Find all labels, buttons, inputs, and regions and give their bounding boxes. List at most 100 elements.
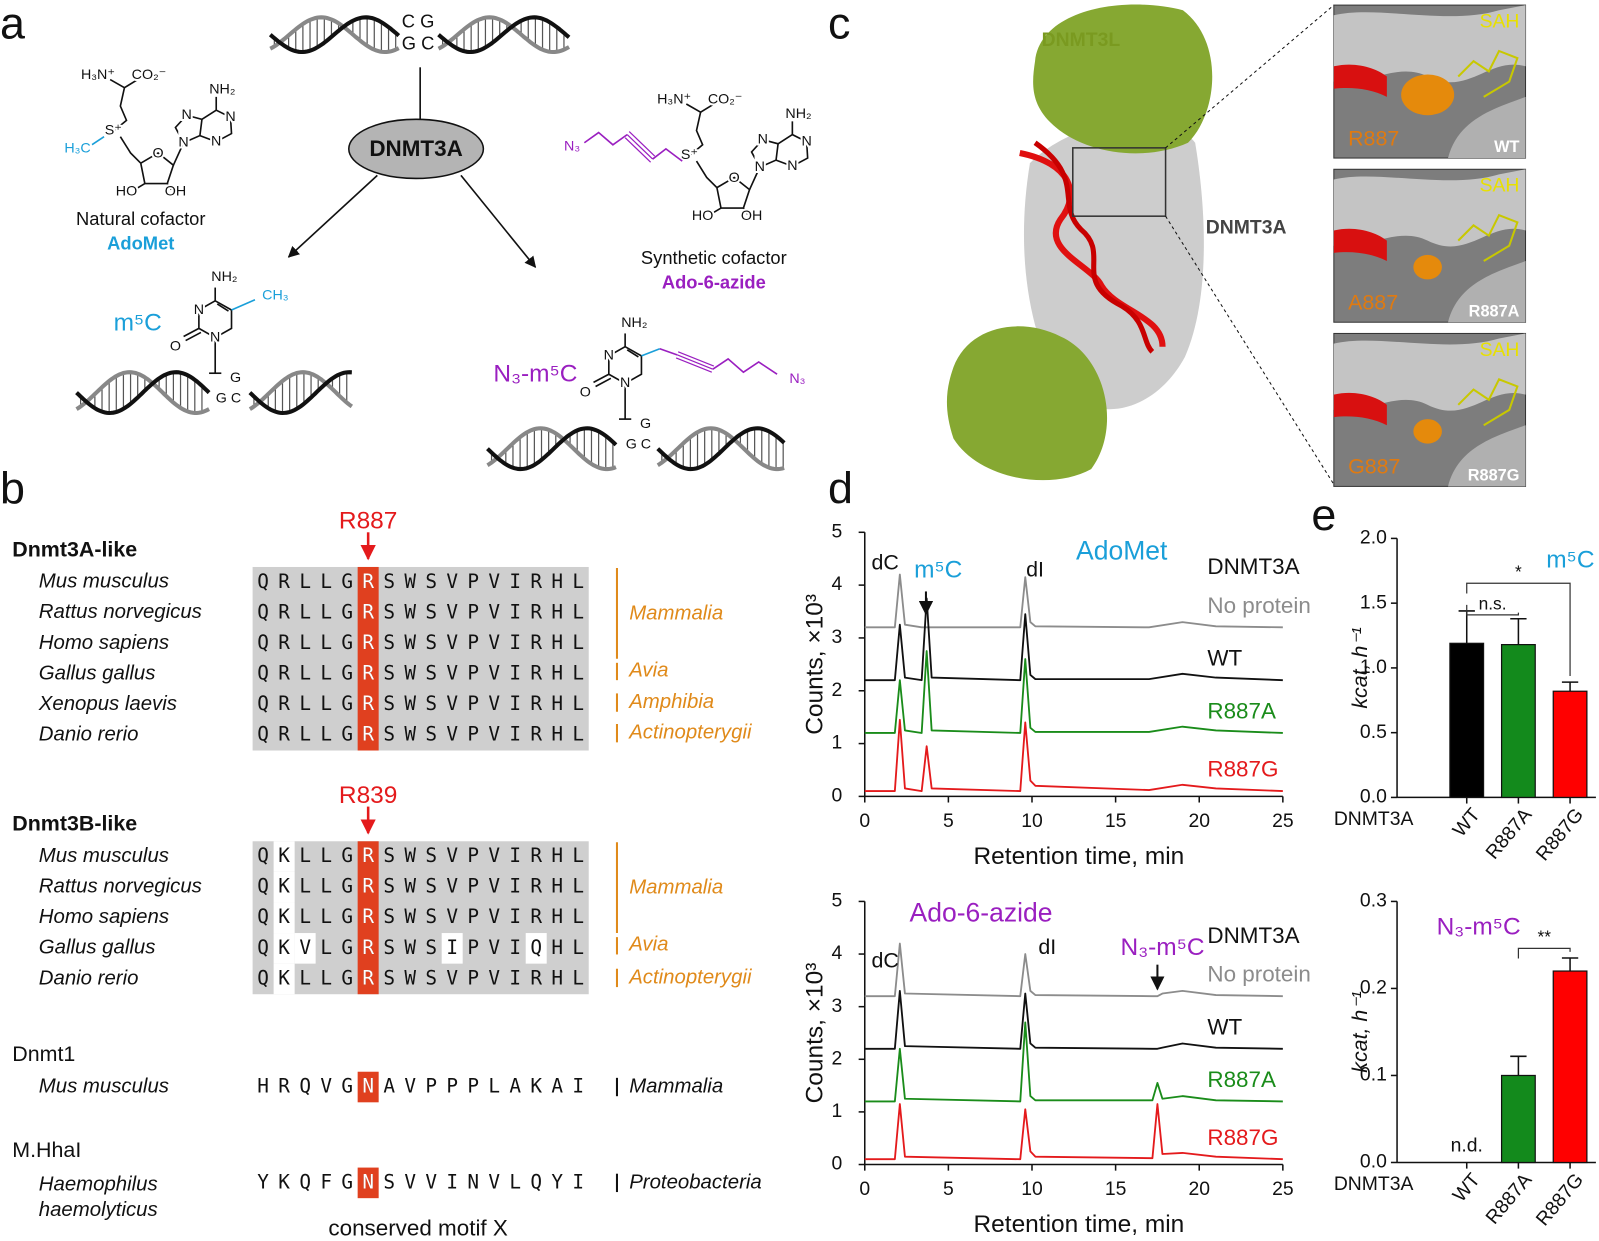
y-tick-label: 0.0: [1360, 1151, 1387, 1173]
atom-label: N₃: [564, 139, 580, 155]
species: Mus musculus: [39, 845, 169, 867]
clade: Actinopterygii: [628, 722, 752, 744]
significance-bracket: [1466, 604, 1520, 616]
atom-label: N: [181, 107, 191, 123]
clade: Mammalia: [629, 602, 723, 624]
x-axis-label: Retention time, min: [974, 1211, 1185, 1238]
x-tick-label: R887G: [1532, 1169, 1588, 1230]
chart-title: Ado-6-azide: [910, 898, 1053, 928]
sequence-highlighted: QRLLGRSWSVPVIRHL: [257, 600, 584, 623]
annotation: m⁵C: [1546, 546, 1594, 573]
sequence-highlighted: HRQVGNAVPPPLAKAI: [257, 1075, 584, 1098]
dna-bases: G C: [402, 33, 435, 54]
species: Mus musculus: [39, 1075, 169, 1097]
clade: Amphibia: [628, 691, 714, 713]
x-tick-label: 5: [943, 1178, 954, 1200]
x-tick-label: 0: [859, 1178, 870, 1200]
bond: [710, 207, 722, 215]
surface: [1448, 261, 1526, 323]
x-tick-label: 20: [1188, 1178, 1210, 1200]
bond: [172, 142, 185, 166]
y-tick-label: 2.0: [1360, 527, 1387, 549]
residue-label: R887: [339, 508, 398, 535]
dna-bases: C G: [402, 10, 435, 31]
atom-label: N: [801, 134, 811, 150]
sequence-highlighted: QKLLGRSWSVPVIRHL: [257, 844, 584, 867]
protein-label: DNMT3L: [1042, 29, 1121, 51]
bond: [628, 131, 656, 157]
atom-label: HO: [692, 208, 713, 224]
atom-label: OH: [741, 208, 762, 224]
strand: [248, 370, 352, 416]
species: Danio rerio: [39, 724, 139, 746]
y-tick-label: 3: [832, 995, 843, 1017]
atom-label: O: [153, 146, 164, 162]
atom-label: G C: [216, 390, 241, 406]
sequence: HRQVGNAVPPPLAKAI: [257, 1075, 584, 1098]
y-tick-label: 1.0: [1360, 656, 1387, 678]
ligand-label: SAH: [1480, 11, 1520, 33]
annotation: N₃-m⁵C: [1121, 934, 1205, 961]
clade: Avia: [628, 659, 668, 681]
atom-label: H₃N⁺: [657, 92, 691, 108]
y-tick-label: 5: [832, 890, 843, 912]
strand: [268, 15, 401, 55]
panel-c: DNMT3L DNMT3A SAH R887 WT SAH A887 R887A SAH G8…: [946, 4, 1527, 487]
x-axis-label: DNMT3A: [1334, 1173, 1414, 1195]
sequence-highlighted: QKVLGRSWSIPVIQHL: [257, 936, 584, 959]
significance-bracket: [1517, 947, 1571, 959]
panel-label: a: [0, 0, 25, 48]
y-tick-label: 2: [832, 1047, 843, 1069]
x-tick-label: 25: [1272, 1178, 1294, 1200]
y-tick-label: 0.0: [1360, 786, 1387, 808]
residue-highlight: [357, 566, 379, 751]
sequence-highlighted: QRLLGRSWSVPVIRHL: [257, 692, 584, 715]
trace: [864, 942, 1283, 998]
strand: [486, 426, 617, 472]
bond: [119, 136, 142, 164]
bond: [775, 133, 809, 168]
chart-title: AdoMet: [1076, 536, 1168, 566]
strand: [656, 426, 786, 472]
y-tick-label: 0: [832, 1153, 843, 1175]
variant-label: WT: [1494, 138, 1519, 156]
panel-a: C G G C DNMT3A Natural cofactor AdoMet S…: [62, 10, 814, 472]
species: Rattus norvegicus: [39, 876, 202, 898]
bond: [716, 176, 751, 209]
annotation: N₃-m⁵C: [1437, 913, 1521, 940]
dna: [1333, 228, 1387, 262]
atom-label: S⁺: [105, 122, 122, 138]
enzyme-ellipse: [348, 118, 485, 180]
strand: [75, 370, 210, 416]
bond: [750, 138, 779, 168]
atom-label: N: [620, 375, 630, 391]
atom-label: N: [755, 159, 765, 175]
error-bar: [1561, 957, 1579, 972]
x-tick-label: 15: [1105, 1178, 1127, 1200]
error-bar: [1458, 610, 1475, 644]
x-tick-label: 20: [1188, 810, 1210, 832]
legend-title: DNMT3A: [1207, 923, 1299, 948]
atom-label: O: [170, 338, 181, 354]
group-title: Dnmt1: [12, 1042, 75, 1066]
bond: [624, 137, 652, 163]
y-axis-label: Counts, ×10³: [801, 594, 828, 735]
significance-label: n.s.: [1479, 593, 1507, 613]
surface: [1448, 96, 1526, 159]
atom-label: NH₂: [621, 315, 647, 331]
bond: [675, 357, 713, 373]
y-axis-label: Counts, ×10³: [801, 963, 828, 1104]
atom-label: S⁺: [681, 147, 698, 163]
x-tick-label: 25: [1272, 810, 1294, 832]
variable-cell: [273, 963, 295, 995]
product-label: N₃-m⁵C: [493, 361, 577, 388]
annotation: dI: [1038, 935, 1056, 959]
sequence-highlighted: QRLLGRSWSVPVIRHL: [257, 631, 584, 654]
y-tick-label: 2: [832, 679, 843, 701]
trace: [864, 650, 1283, 734]
protein-surface: [946, 326, 1108, 481]
residue-label: G887: [1348, 455, 1400, 479]
sequence-highlighted: QKLLGRSWSVPVIRHL: [257, 966, 584, 989]
x-tick-label: R887A: [1481, 1169, 1536, 1229]
bond: [626, 134, 654, 160]
